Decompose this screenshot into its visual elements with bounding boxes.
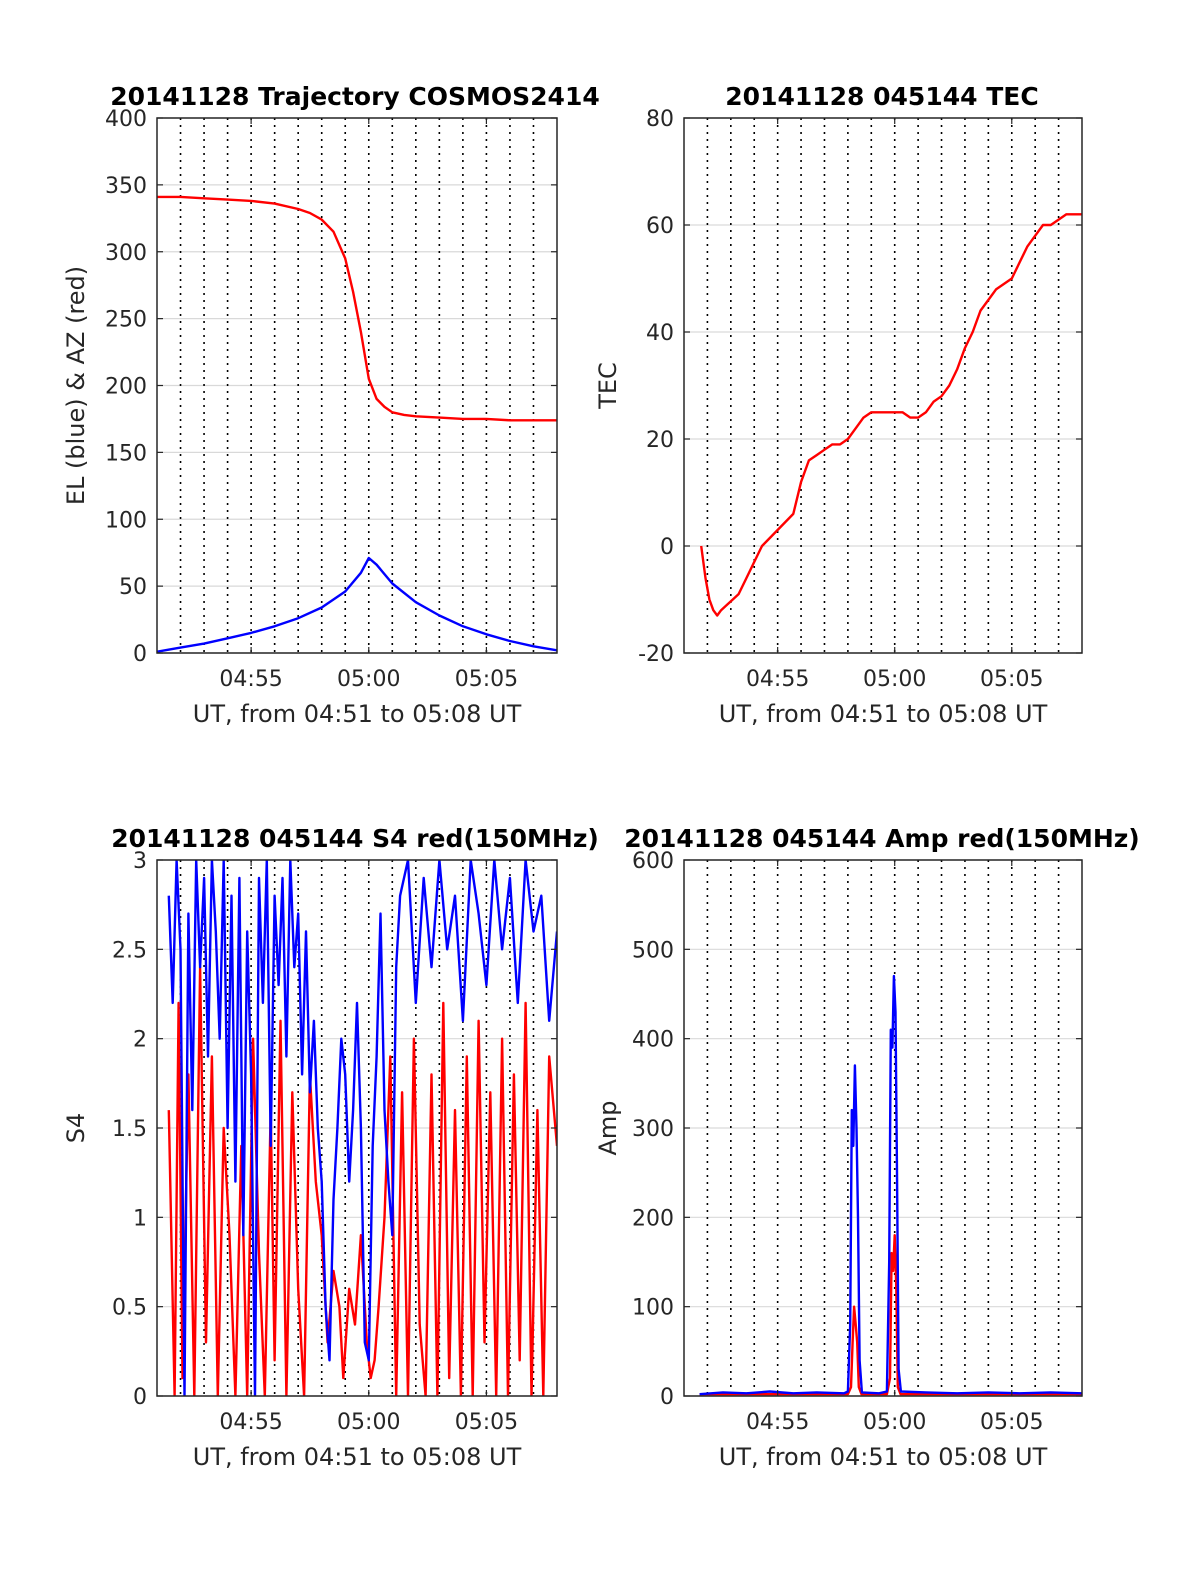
series-line-az <box>700 213 1082 617</box>
y-tick-label: 500 <box>632 938 674 963</box>
y-tick-label: 200 <box>105 375 147 400</box>
x-tick-label: 05:05 <box>980 667 1043 692</box>
y-tick-label: 2.5 <box>112 938 147 963</box>
amp-panel: 0 100 200 300 400 500 600 04:55 05:00 05:05 201411… <box>594 824 1140 1471</box>
y-tick-label: 60 <box>646 214 674 239</box>
y-tick-label: 3 <box>133 849 147 874</box>
x-tick-label: 05:05 <box>455 667 518 692</box>
series-group <box>699 974 1082 1396</box>
chart-title: 20141128 Trajectory COSMOS2414 <box>110 82 600 111</box>
y-tick-label: 100 <box>632 1296 674 1321</box>
y-tick-label: 200 <box>632 1206 674 1231</box>
y-tick-label: 400 <box>105 107 147 132</box>
x-tick-label: 04:55 <box>746 667 809 692</box>
axes-box <box>683 117 1083 654</box>
y-axis-label: TEC <box>594 362 622 410</box>
y-tick-label: 1.5 <box>112 1117 147 1142</box>
y-axis-label: Amp <box>594 1100 622 1155</box>
x-tick-label: 04:55 <box>219 1410 282 1435</box>
x-tick-label: 04:55 <box>746 1410 809 1435</box>
series-group <box>157 195 557 653</box>
y-tick-label: 20 <box>646 428 674 453</box>
y-tick-label: 40 <box>646 321 674 346</box>
x-axis-label: UT, from 04:51 to 05:08 UT <box>193 700 522 728</box>
y-tick-label: 100 <box>105 508 147 533</box>
y-tick-label: 0 <box>660 1385 674 1410</box>
x-tick-label: 05:00 <box>863 1410 926 1435</box>
s4-panel: 0 0.5 1 1.5 2 2.5 3 04:55 05:00 05:05 20141128 045… <box>62 824 599 1471</box>
y-tick-label: 50 <box>119 575 147 600</box>
series-line-el <box>157 556 557 653</box>
y-tick-label: 250 <box>105 308 147 333</box>
trajectory-panel: 0 50 100 150 200 250 300 350 400 04:55 05:00 05:05 2… <box>62 82 600 728</box>
series-line-el <box>167 860 557 1396</box>
y-tick-label: 80 <box>646 107 674 132</box>
y-axis-label: EL (blue) & AZ (red) <box>62 266 90 505</box>
x-tick-label: 05:00 <box>863 667 926 692</box>
y-tick-label: -20 <box>638 642 674 667</box>
x-tick-label: 05:00 <box>337 667 400 692</box>
series-group <box>700 213 1082 617</box>
y-tick-label: 150 <box>105 441 147 466</box>
x-tick-label: 04:55 <box>219 667 282 692</box>
x-axis-label: UT, from 04:51 to 05:08 UT <box>193 1443 522 1471</box>
chart-title: 20141128 045144 S4 red(150MHz) <box>111 824 599 853</box>
chart-title: 20141128 045144 Amp red(150MHz) <box>624 824 1140 853</box>
series-group <box>167 860 557 1396</box>
x-tick-label: 05:00 <box>337 1410 400 1435</box>
x-axis-label: UT, from 04:51 to 05:08 UT <box>719 1443 1048 1471</box>
series-line-az <box>157 195 557 422</box>
series-line-el <box>699 974 1082 1396</box>
tec-panel: -20 0 20 40 60 80 04:55 05:00 05:05 20141128 0451… <box>594 82 1083 728</box>
y-tick-label: 0 <box>133 642 147 667</box>
y-tick-label: 400 <box>632 1028 674 1053</box>
y-tick-label: 300 <box>632 1117 674 1142</box>
y-tick-label: 0 <box>133 1385 147 1410</box>
y-tick-label: 2 <box>133 1028 147 1053</box>
y-tick-label: 1 <box>133 1206 147 1231</box>
y-axis-label: S4 <box>62 1113 90 1144</box>
y-tick-label: 300 <box>105 241 147 266</box>
series-line-az <box>167 966 557 1396</box>
chart-title: 20141128 045144 TEC <box>725 82 1038 111</box>
y-tick-label: 0 <box>660 535 674 560</box>
y-tick-label: 600 <box>632 849 674 874</box>
x-tick-label: 05:05 <box>455 1410 518 1435</box>
plot-area <box>684 118 1082 653</box>
x-axis-label: UT, from 04:51 to 05:08 UT <box>719 700 1048 728</box>
y-tick-label: 0.5 <box>112 1296 147 1321</box>
x-tick-label: 05:05 <box>980 1410 1043 1435</box>
y-tick-label: 350 <box>105 174 147 199</box>
